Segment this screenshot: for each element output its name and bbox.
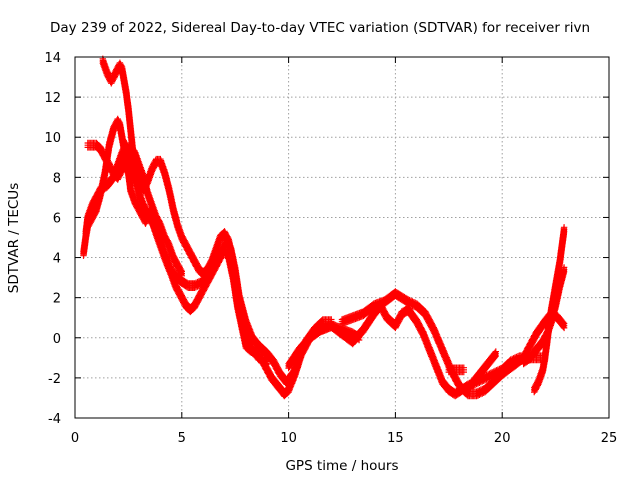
series-satellite-track-h — [467, 348, 499, 392]
chart-title: Day 239 of 2022, Sidereal Day-to-day VTE… — [50, 20, 590, 36]
plot-frame — [74, 56, 610, 419]
data-series — [80, 55, 568, 400]
series-satellite-track-g — [445, 364, 467, 376]
y-tick-label: 8 — [53, 171, 61, 186]
y-tick-label: 10 — [44, 131, 61, 146]
series-markers — [84, 139, 185, 279]
y-tick-label: -4 — [48, 412, 61, 427]
x-tick-label: 10 — [280, 431, 297, 446]
series-satellite-track-d — [84, 139, 185, 279]
x-tick-label: 15 — [387, 431, 404, 446]
axes: 0 5 10 15 20 25 -4 -2 0 2 4 6 8 10 12 14 — [44, 51, 617, 446]
series-markers — [445, 364, 467, 376]
series-satellite-track-e — [285, 300, 549, 400]
y-axis-label: SDTVAR / TECUs — [6, 183, 22, 293]
x-tick-label: 25 — [601, 431, 618, 446]
y-tick-label: 4 — [53, 252, 61, 267]
x-tick-label: 5 — [178, 431, 186, 446]
series-markers — [467, 348, 499, 392]
y-tick-label: 0 — [53, 332, 61, 347]
y-tick-label: -2 — [48, 372, 61, 387]
x-tick-label: 20 — [494, 431, 511, 446]
series-satellite-track-j — [520, 264, 568, 368]
series-satellite-track-c — [99, 55, 271, 368]
series-markers — [520, 264, 568, 368]
x-tick-label: 0 — [71, 431, 79, 446]
y-tick-label: 6 — [53, 211, 61, 226]
series-satellite-track-f — [338, 288, 568, 400]
series-markers — [99, 55, 271, 368]
x-axis-label: GPS time / hours — [285, 458, 398, 474]
y-tick-label: 12 — [44, 91, 61, 106]
series-markers — [338, 288, 568, 400]
series-markers — [285, 300, 549, 400]
y-tick-label: 14 — [44, 51, 61, 66]
series-markers — [531, 224, 568, 396]
series-satellite-track-i — [531, 224, 568, 396]
y-tick-label: 2 — [53, 292, 61, 307]
